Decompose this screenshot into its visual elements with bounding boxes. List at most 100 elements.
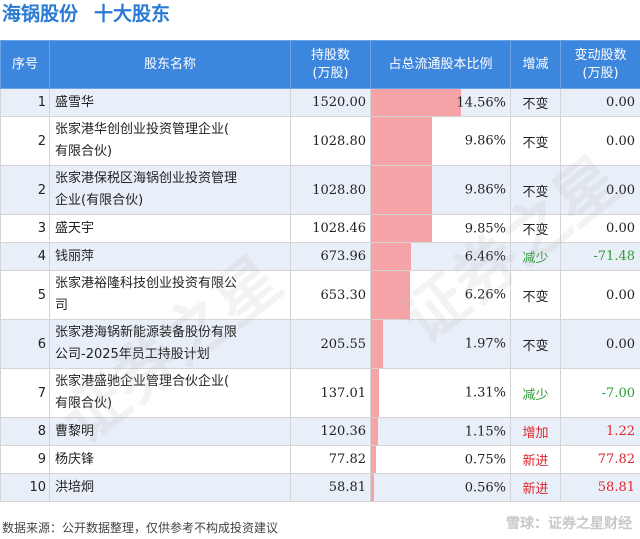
col-header-no: 序号: [0, 40, 50, 89]
cell-shares: 205.55: [290, 319, 371, 369]
table-row: 5 张家港裕隆科技创业投资有限公司 653.30 6.26% 不变 0.00: [0, 270, 640, 320]
cell-change: 减少: [510, 242, 561, 271]
col-header-change-shares-line1: 变动股数: [574, 47, 627, 63]
cell-change: 不变: [510, 165, 561, 215]
cell-ratio: 1.31%: [370, 368, 511, 418]
stock-name: 海锅股份: [2, 3, 79, 25]
cell-shareholder-name: 杨庆锋: [49, 445, 291, 474]
col-header-shares: 持股数 (万股): [290, 40, 371, 89]
cell-change: 不变: [510, 214, 561, 243]
ratio-text: 1.97%: [464, 336, 506, 352]
ratio-text: 9.85%: [464, 221, 506, 236]
ratio-bar: [371, 369, 380, 417]
table-row: 2 张家港华创创业投资管理企业(有限合伙) 1028.80 9.86% 不变 0.00: [0, 116, 640, 166]
cell-ratio: 9.86%: [370, 165, 511, 215]
ratio-bar: [371, 117, 432, 165]
shareholder-name-line: 张家港保税区海锅创业投资管理: [55, 171, 238, 186]
cell-no: 2: [0, 116, 50, 166]
shareholder-name-line: 有限合伙): [55, 396, 113, 411]
cell-shareholder-name: 张家港裕隆科技创业投资有限公司: [49, 270, 291, 320]
ratio-text: 6.46%: [464, 249, 506, 264]
ratio-bar: [371, 320, 384, 368]
shareholder-name-line: 洪培炯: [55, 479, 95, 495]
cell-change-shares: 0.00: [560, 319, 640, 369]
shareholder-name-line: 盛雪华: [55, 94, 95, 110]
table-row: 2 张家港保税区海锅创业投资管理 企业(有限合伙) 1028.80 9.86% 不变 0.0…: [0, 165, 640, 215]
shareholder-name-line: 张家港裕隆科技创业投资有限公: [55, 276, 238, 291]
cell-change-shares: 0.00: [560, 88, 640, 117]
cell-no: 2: [0, 165, 50, 215]
cell-change-shares: 0.00: [560, 116, 640, 166]
cell-no: 3: [0, 214, 50, 243]
ratio-bar: [371, 446, 376, 473]
cell-shareholder-name: 洪培炯: [49, 473, 291, 502]
col-header-shares-line1: 持股数: [310, 47, 350, 63]
table-body: 1 盛雪华 1520.00 14.56% 不变 0.00 2 张家港华创创业投资管理企业(有限…: [0, 88, 640, 502]
shareholder-name-line: 钱丽萍: [55, 248, 95, 264]
shareholder-name-line: 企业(有限合伙): [55, 193, 144, 208]
cell-change-shares: 0.00: [560, 165, 640, 215]
cell-change-shares: -71.48: [560, 242, 640, 271]
page-title: 十大股东: [94, 3, 171, 25]
cell-no: 5: [0, 270, 50, 320]
cell-no: 8: [0, 417, 50, 446]
cell-ratio: 0.75%: [370, 445, 511, 474]
cell-no: 1: [0, 88, 50, 117]
cell-shares: 77.82: [290, 445, 371, 474]
cell-change-shares: 58.81: [560, 473, 640, 502]
ratio-text: 1.15%: [464, 424, 506, 439]
cell-change-shares: 0.00: [560, 214, 640, 243]
ratio-text: 9.86%: [464, 133, 506, 149]
cell-no: 7: [0, 368, 50, 418]
cell-shares: 58.81: [290, 473, 371, 502]
cell-ratio: 0.56%: [370, 473, 511, 502]
shareholder-name-line: 公司-2025年员工持股计划: [55, 347, 210, 362]
ratio-bar: [371, 474, 375, 501]
cell-shares: 1028.46: [290, 214, 371, 243]
cell-shareholder-name: 盛雪华: [49, 88, 291, 117]
col-header-ratio: 占总流通股本比例: [370, 40, 511, 89]
cell-change: 新进: [510, 445, 561, 474]
cell-change: 减少: [510, 368, 561, 418]
col-header-change-shares-line2: (万股): [582, 65, 619, 81]
table-row: 3 盛天宇 1028.46 9.85% 不变 0.00: [0, 214, 640, 243]
cell-ratio: 9.86%: [370, 116, 511, 166]
cell-no: 9: [0, 445, 50, 474]
shareholder-name-line: 盛天宇: [55, 220, 95, 236]
ratio-bar: [371, 243, 411, 270]
shareholder-name-line: 司: [55, 298, 69, 313]
cell-change-shares: -7.00: [560, 368, 640, 418]
cell-change-shares: 1.22: [560, 417, 640, 446]
cell-change: 不变: [510, 116, 561, 166]
table-header-row: 序号 股东名称 持股数 (万股) 占总流通股本比例 增减 变动股数 (万股): [0, 40, 640, 89]
ratio-text: 6.26%: [464, 287, 506, 303]
ratio-text: 1.31%: [464, 385, 506, 401]
ratio-text: 0.56%: [464, 480, 506, 495]
ratio-bar: [371, 166, 432, 214]
cell-ratio: 1.15%: [370, 417, 511, 446]
cell-change: 新进: [510, 473, 561, 502]
ratio-text: 0.75%: [464, 452, 506, 467]
table-row: 6 张家港海锅新能源装备股份有限 公司-2025年员工持股计划 205.55 1.97%…: [0, 319, 640, 369]
cell-shares: 673.96: [290, 242, 371, 271]
cell-shareholder-name: 张家港海锅新能源装备股份有限 公司-2025年员工持股计划: [49, 319, 291, 369]
ratio-bar: [371, 271, 410, 319]
cell-change-shares: 77.82: [560, 445, 640, 474]
ratio-text: 9.86%: [464, 182, 506, 198]
ratio-bar: [371, 215, 432, 242]
cell-change: 不变: [510, 88, 561, 117]
shareholder-name-line: 张家港盛驰企业管理合伙企业(: [55, 374, 230, 389]
title-bar: 海锅股份 十大股东: [0, 0, 640, 32]
ratio-text: 14.56%: [456, 95, 506, 110]
shareholder-name-line: 张家港华创创业投资管理企业(: [55, 122, 230, 137]
shareholder-name-line: 杨庆锋: [55, 451, 95, 467]
col-header-change-shares: 变动股数 (万股): [560, 40, 640, 89]
table-row: 4 钱丽萍 673.96 6.46% 减少 -71.48: [0, 242, 640, 271]
cell-no: 6: [0, 319, 50, 369]
cell-shareholder-name: 钱丽萍: [49, 242, 291, 271]
cell-change: 不变: [510, 270, 561, 320]
cell-no: 10: [0, 473, 50, 502]
cell-change: 增加: [510, 417, 561, 446]
col-header-shares-line2: (万股): [312, 65, 349, 81]
cell-ratio: 9.85%: [370, 214, 511, 243]
